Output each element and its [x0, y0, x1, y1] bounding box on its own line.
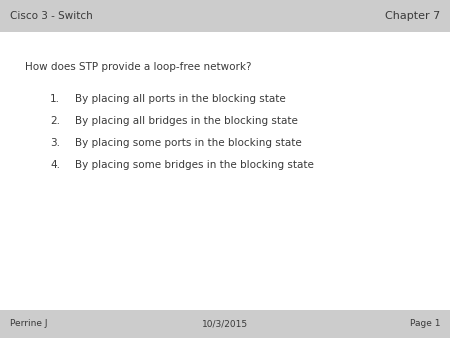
- Text: By placing all ports in the blocking state: By placing all ports in the blocking sta…: [75, 94, 286, 104]
- Text: 3.: 3.: [50, 138, 60, 148]
- Text: By placing some ports in the blocking state: By placing some ports in the blocking st…: [75, 138, 302, 148]
- Text: Cisco 3 - Switch: Cisco 3 - Switch: [10, 11, 93, 21]
- Text: How does STP provide a loop-free network?: How does STP provide a loop-free network…: [25, 62, 252, 72]
- Text: 1.: 1.: [50, 94, 60, 104]
- Text: Chapter 7: Chapter 7: [385, 11, 440, 21]
- Bar: [0, 0, 450, 32]
- Text: 2.: 2.: [50, 116, 60, 126]
- Text: Perrine J: Perrine J: [10, 319, 48, 329]
- Text: 10/3/2015: 10/3/2015: [202, 319, 248, 329]
- Text: Page 1: Page 1: [410, 319, 440, 329]
- Text: 4.: 4.: [50, 160, 60, 170]
- Bar: [0, 310, 450, 338]
- Text: By placing some bridges in the blocking state: By placing some bridges in the blocking …: [75, 160, 314, 170]
- Text: By placing all bridges in the blocking state: By placing all bridges in the blocking s…: [75, 116, 298, 126]
